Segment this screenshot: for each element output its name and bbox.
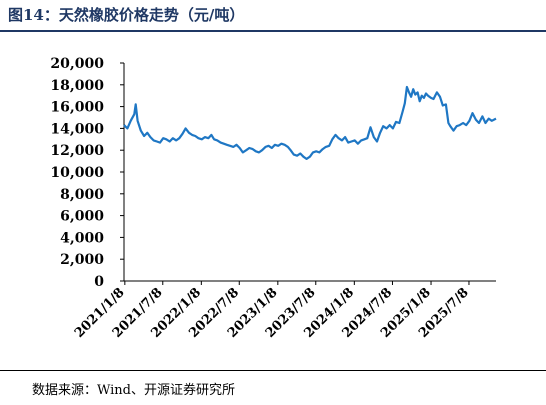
y-tick-label: 18,000 bbox=[50, 78, 104, 94]
x-axis-ticks: 2021/1/82021/7/82022/1/82022/7/82023/1/8… bbox=[72, 281, 472, 341]
y-tick-label: 6,000 bbox=[60, 209, 104, 225]
y-tick-label: 2,000 bbox=[60, 252, 104, 268]
title-divider bbox=[0, 30, 546, 32]
footer-divider bbox=[0, 370, 546, 371]
y-tick-label: 0 bbox=[94, 274, 104, 290]
y-tick-label: 14,000 bbox=[50, 121, 104, 137]
y-axis-ticks: 0 2,000 4,000 6,000 8,000 10,000 12,000 14,000 1… bbox=[50, 56, 124, 290]
series-group bbox=[123, 85, 497, 160]
y-tick-label: 4,000 bbox=[60, 230, 104, 246]
y-tick-label: 8,000 bbox=[60, 187, 104, 203]
y-tick-label: 16,000 bbox=[50, 100, 104, 116]
y-tick-label: 12,000 bbox=[50, 143, 104, 159]
y-tick-label: 10,000 bbox=[50, 165, 104, 181]
y-tick-label: 20,000 bbox=[50, 56, 104, 72]
source-note: 数据来源：Wind、开源证券研究所 bbox=[32, 383, 235, 398]
price-line-chart: 0 2,000 4,000 6,000 8,000 10,000 12,000 14,000 1… bbox=[50, 56, 497, 341]
chart-title: 图14：天然橡胶价格走势（元/吨） bbox=[8, 6, 245, 24]
price-series-line bbox=[123, 85, 497, 160]
